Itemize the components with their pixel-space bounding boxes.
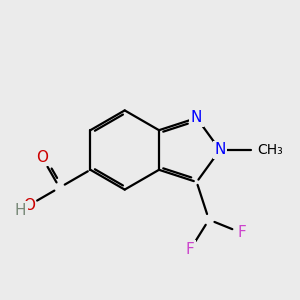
Text: O: O [36, 150, 48, 165]
Text: H: H [15, 203, 26, 218]
Text: F: F [186, 242, 195, 257]
Text: N: N [191, 110, 202, 125]
Text: N: N [214, 142, 226, 158]
Text: F: F [237, 225, 246, 240]
Text: CH₃: CH₃ [257, 143, 283, 157]
Text: O: O [23, 198, 35, 213]
